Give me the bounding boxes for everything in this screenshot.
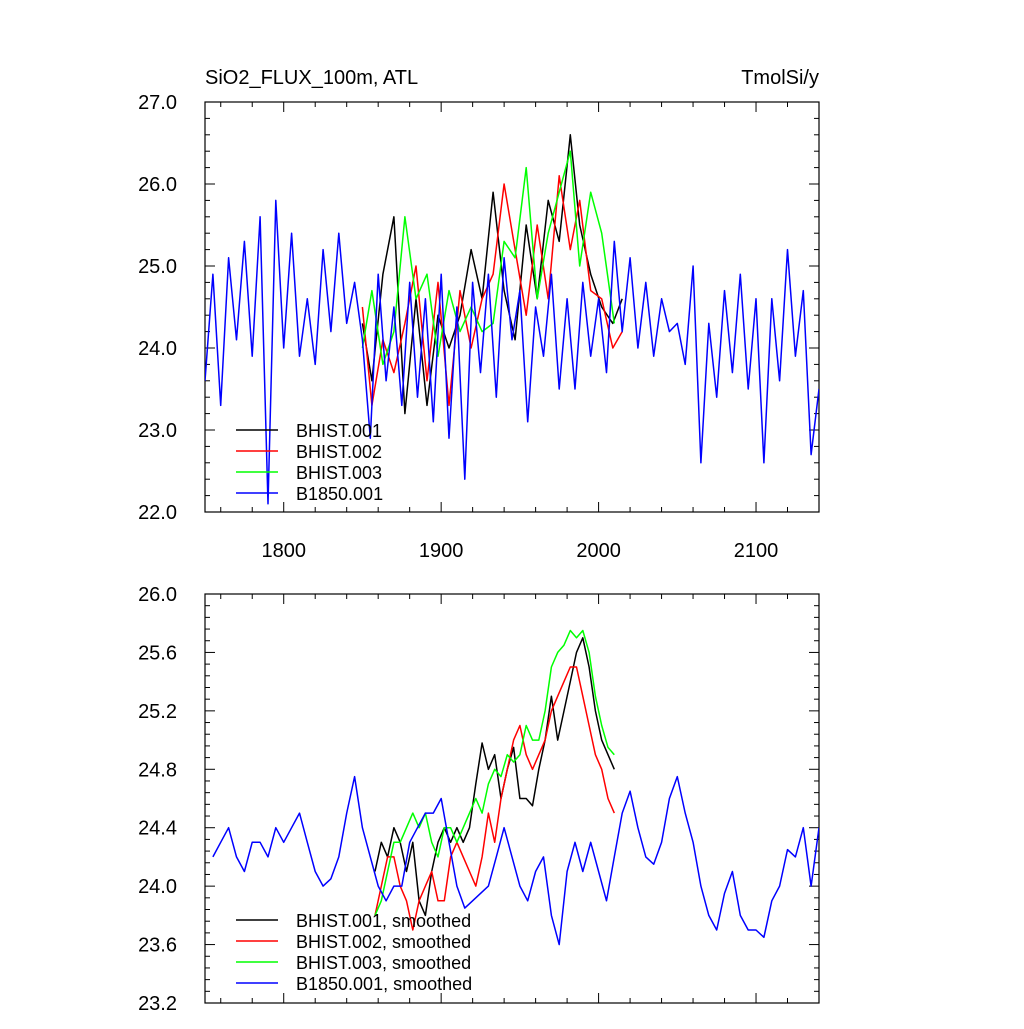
series-line-b1850-001-smoothed <box>212 775 819 946</box>
x-tick-label: 1800 <box>261 540 306 562</box>
series-line-bhist-003-smoothed <box>374 629 615 916</box>
y-tick-label: 25.6 <box>138 642 177 664</box>
legend-label: BHIST.001 <box>296 421 382 441</box>
series-line-bhist-002-smoothed <box>374 666 615 931</box>
x-tick-label: 1900 <box>419 540 464 562</box>
y-tick-label: 24.0 <box>138 338 177 360</box>
y-tick-label: 27.0 <box>138 92 177 114</box>
legend-label: BHIST.003 <box>296 463 382 483</box>
series-line-bhist-002 <box>361 175 623 407</box>
plot-frame <box>204 101 820 513</box>
y-tick-label: 24.8 <box>138 759 177 781</box>
series-line-b1850-001 <box>205 199 819 505</box>
y-tick-label: 24.0 <box>138 876 177 898</box>
y-tick-label: 22.0 <box>138 502 177 524</box>
series-line-bhist-003 <box>361 150 616 366</box>
y-tick-label: 23.0 <box>138 420 177 442</box>
bottom-panel: 23.2 23.6 24.0 24.4 24.8 25.2 25.6 26.0 BHIST.00… <box>138 584 820 1015</box>
y-tick-label: 23.6 <box>138 935 177 957</box>
legend-label: BHIST.003, smoothed <box>296 953 471 973</box>
x-tick-label: 2000 <box>576 540 621 562</box>
y-tick-label: 23.2 <box>138 993 177 1015</box>
series-line-bhist-001 <box>361 134 623 415</box>
y-tick-label: 26.0 <box>138 174 177 196</box>
y-tick-label: 24.4 <box>138 818 177 840</box>
legend-label: BHIST.002 <box>296 442 382 462</box>
series-group <box>212 629 819 946</box>
chart-title: SiO2_FLUX_100m, ATL <box>205 67 418 89</box>
series-group <box>205 134 819 505</box>
plot-frame <box>204 593 820 1004</box>
y-tick-label: 25.2 <box>138 701 177 723</box>
y-tick-label: 26.0 <box>138 584 177 606</box>
legend-label: BHIST.002, smoothed <box>296 932 471 952</box>
legend-label: B1850.001, smoothed <box>296 974 472 994</box>
x-tick-label: 2100 <box>734 540 779 562</box>
legend-label: BHIST.001, smoothed <box>296 911 471 931</box>
chart-units: TmolSi/y <box>741 67 819 89</box>
y-tick-label: 25.0 <box>138 256 177 278</box>
top-panel: 1800 1900 2000 2100 22.0 23.0 24.0 25.0 26.0 27.0… <box>138 67 820 562</box>
series-line-bhist-001-smoothed <box>374 637 615 917</box>
legend-label: B1850.001 <box>296 484 383 504</box>
